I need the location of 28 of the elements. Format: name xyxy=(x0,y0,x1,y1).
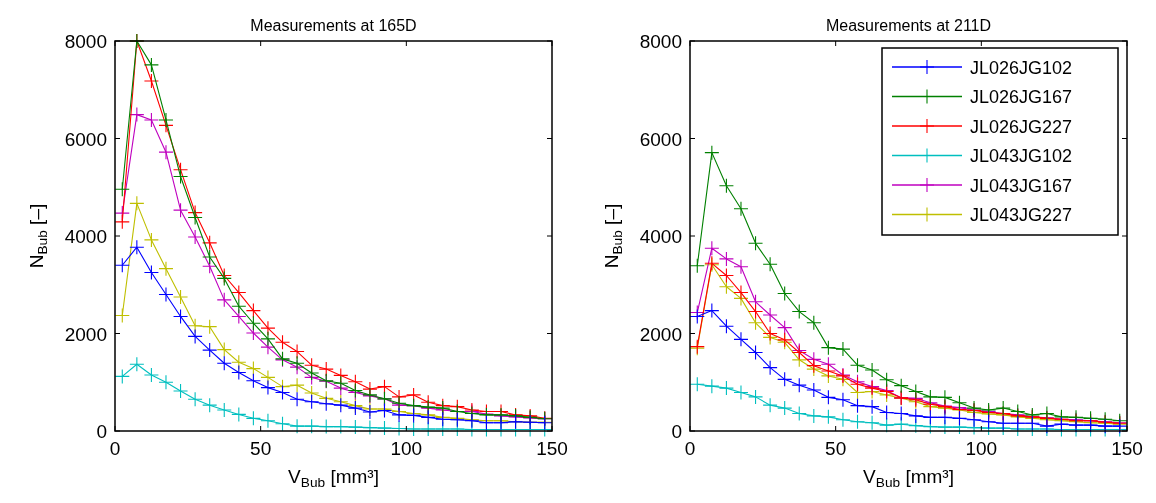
legend-label: JL026JG167 xyxy=(970,87,1073,107)
x-tick-label: 100 xyxy=(965,438,998,459)
legend-label: JL043JG167 xyxy=(970,175,1073,196)
y-tick-label: 0 xyxy=(671,421,682,442)
y-tick-label: 8000 xyxy=(64,31,107,52)
legend-label: JL026JG227 xyxy=(970,116,1073,137)
x-tick-label: 150 xyxy=(536,438,568,459)
x-axis-title: V$_{Bub}$ [mm³] xyxy=(863,466,954,491)
y-tick-label: 4000 xyxy=(639,226,682,247)
y-tick-label: 2000 xyxy=(639,323,682,345)
y-tick-label: 8000 xyxy=(639,31,682,52)
x-tick-label: 50 xyxy=(825,438,847,459)
legend-label: JL026JG102 xyxy=(970,57,1073,78)
legend-label: JL043JG102 xyxy=(970,146,1073,166)
y-tick-label: 0 xyxy=(96,421,107,442)
x-axis-title: V$_{Bub}$ [mm³] xyxy=(288,466,379,491)
x-tick-label: 0 xyxy=(109,438,121,459)
y-tick-label: 6000 xyxy=(639,128,682,150)
x-tick-label: 50 xyxy=(250,438,272,459)
chart-title: Measurements at 211D xyxy=(825,17,992,34)
x-tick-label: 150 xyxy=(1111,438,1143,459)
y-tick-label: 4000 xyxy=(64,226,107,247)
y-tick-label: 6000 xyxy=(64,128,107,150)
x-tick-label: 0 xyxy=(684,438,696,459)
y-tick-label: 2000 xyxy=(64,323,107,345)
legend-label: JL043JG227 xyxy=(970,205,1073,225)
chart-title: Measurements at 165D xyxy=(250,17,417,34)
x-tick-label: 100 xyxy=(390,438,423,459)
